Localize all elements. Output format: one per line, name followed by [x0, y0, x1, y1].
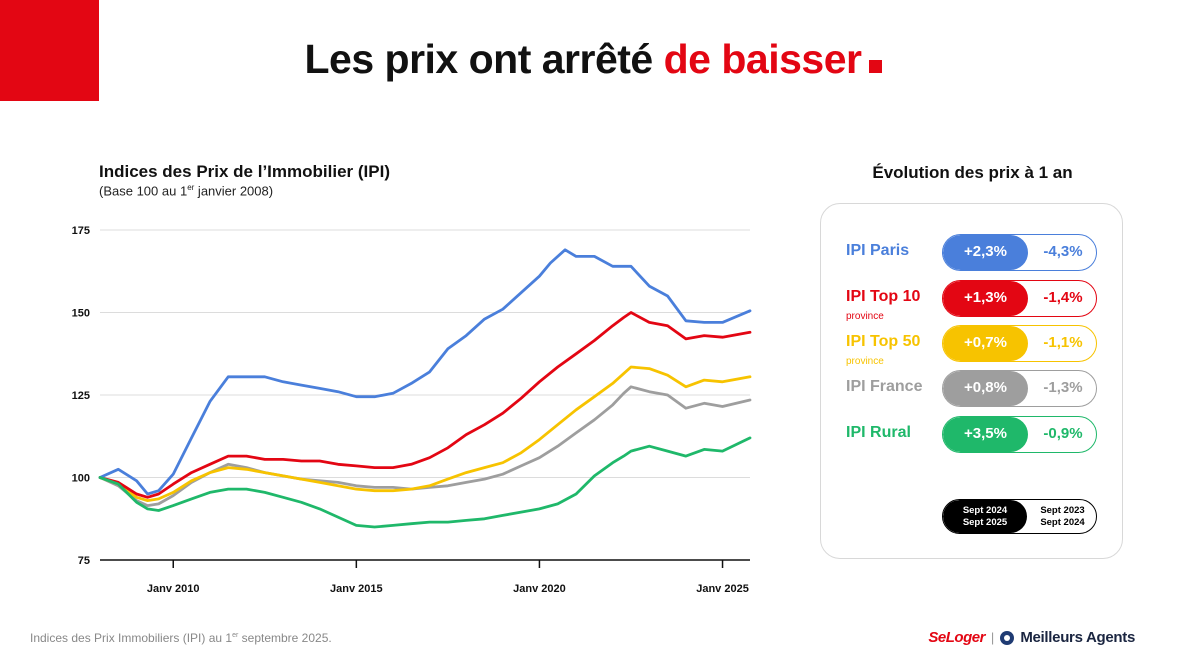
- evolution-row: IPI Paris +2,3% -4,3%: [821, 234, 1124, 271]
- y-tick-label: 150: [72, 308, 90, 320]
- legend-current-period: Sept 2024 Sept 2025: [943, 500, 1027, 533]
- y-tick-label: 75: [78, 555, 90, 567]
- evolution-previous-value: -1,3%: [1043, 379, 1083, 396]
- evolution-title: Évolution des prix à 1 an: [872, 163, 1073, 182]
- subtitle-sup: er: [187, 183, 195, 192]
- period-legend: Sept 2024 Sept 2025 Sept 2023 Sept 2024: [942, 499, 1097, 534]
- evolution-current-value: +0,7%: [943, 326, 1028, 361]
- meilleurs-agents-icon: [1000, 630, 1015, 645]
- subtitle-post: janvier 2008): [194, 183, 274, 199]
- evolution-pill: +2,3% -4,3%: [942, 234, 1097, 271]
- brand-separator: |: [990, 630, 995, 645]
- evolution-row-label: IPI Top 50: [846, 333, 921, 350]
- meilleurs-agents-logo: Meilleurs Agents: [1020, 629, 1135, 646]
- evolution-row-sublabel: province: [846, 311, 884, 322]
- red-square-icon: [869, 60, 883, 73]
- evolution-previous-value: -4,3%: [1043, 243, 1083, 260]
- evolution-row-label: IPI Top 10: [846, 288, 921, 305]
- x-tick-label: Janv 2020: [513, 583, 566, 595]
- seloger-logo: SeLoger: [928, 629, 985, 646]
- footnote-sup: er: [232, 632, 239, 639]
- evolution-pill: +0,8% -1,3%: [942, 370, 1097, 407]
- x-tick-label: Janv 2015: [330, 583, 383, 595]
- evolution-previous-value: -1,1%: [1043, 334, 1083, 351]
- evolution-row: IPI Top 10 province +1,3% -1,4%: [821, 280, 1124, 322]
- chart-subtitle: (Base 100 au 1er janvier 2008): [99, 183, 273, 198]
- legend-previous-period: Sept 2023 Sept 2024: [1027, 500, 1096, 533]
- x-tick-label: Janv 2010: [147, 583, 200, 595]
- legend-previous-line1: Sept 2023: [1040, 505, 1085, 516]
- legend-current-line1: Sept 2024: [962, 505, 1008, 516]
- evolution-current-value: +0,8%: [943, 371, 1028, 406]
- evolution-current-value: +2,3%: [943, 235, 1028, 270]
- evolution-current-value: +1,3%: [943, 281, 1028, 316]
- legend-current-line2: Sept 2025: [962, 517, 1008, 528]
- title-part1: Les prix ont arrêté: [304, 36, 654, 82]
- series-line: [98, 248, 752, 496]
- brand-logos: SeLoger | Meilleurs Agents: [928, 629, 1135, 646]
- page-title: Les prix ont arrêté de baisser: [0, 36, 1187, 83]
- evolution-row-label: IPI Rural: [846, 424, 911, 441]
- footnote: Indices des Prix Immobiliers (IPI) au 1e…: [30, 631, 332, 645]
- legend-previous-line2: Sept 2024: [1040, 517, 1085, 528]
- series-line: [98, 365, 752, 503]
- evolution-card: Sept 2024 Sept 2025 Sept 2023 Sept 2024 …: [820, 203, 1123, 559]
- y-tick-label: 125: [72, 390, 90, 402]
- evolution-previous-value: -1,4%: [1043, 289, 1083, 306]
- evolution-row-label: IPI Paris: [846, 242, 910, 259]
- evolution-pill: +3,5% -0,9%: [942, 416, 1097, 453]
- footnote-post: septembre 2025.: [238, 631, 332, 645]
- subtitle-pre: (Base 100 au 1: [99, 183, 188, 199]
- evolution-row: IPI Rural +3,5% -0,9%: [821, 416, 1124, 453]
- series-line: [98, 311, 752, 499]
- ipi-line-chart: 75 100 125 150 175 Janv 2010 Janv 2015 Janv 202…: [72, 225, 752, 595]
- evolution-current-value: +3,5%: [943, 417, 1028, 452]
- y-tick-label: 175: [72, 225, 90, 237]
- y-tick-label: 100: [72, 473, 90, 485]
- title-part2: de baisser: [663, 36, 862, 82]
- x-tick-label: Janv 2025: [696, 583, 749, 595]
- evolution-row: IPI France +0,8% -1,3%: [821, 370, 1124, 407]
- evolution-row-label: IPI France: [846, 378, 923, 395]
- chart-title: Indices des Prix de l’Immobilier (IPI): [99, 162, 390, 181]
- evolution-previous-value: -0,9%: [1043, 425, 1083, 442]
- series-line: [98, 436, 752, 529]
- footnote-pre: Indices des Prix Immobiliers (IPI) au 1: [30, 631, 233, 645]
- evolution-row-sublabel: province: [846, 356, 884, 367]
- red-corner-block: [0, 0, 99, 101]
- evolution-row: IPI Top 50 province +0,7% -1,1%: [821, 325, 1124, 367]
- evolution-pill: +1,3% -1,4%: [942, 280, 1097, 317]
- evolution-pill: +0,7% -1,1%: [942, 325, 1097, 362]
